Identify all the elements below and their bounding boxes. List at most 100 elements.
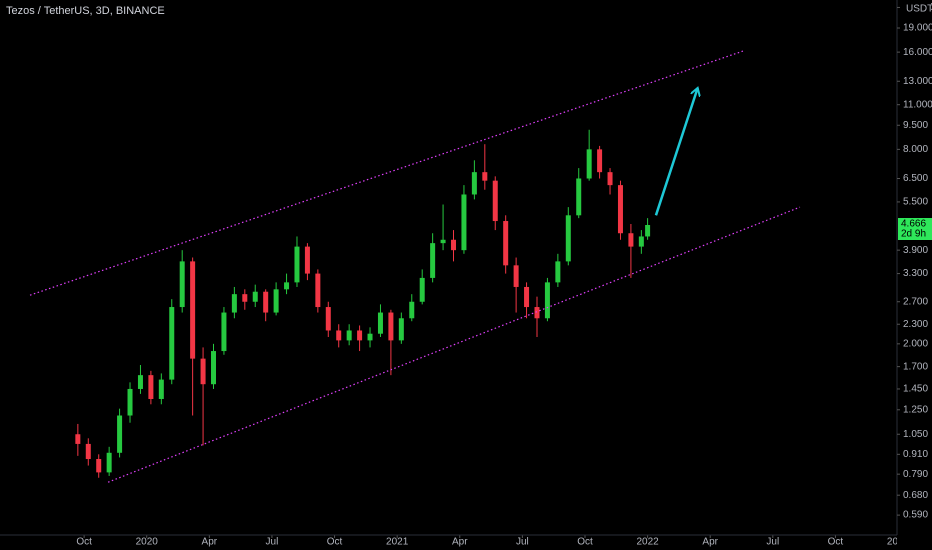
candle-body: [315, 273, 321, 308]
x-tick-label: Oct: [577, 537, 593, 548]
candle-body: [106, 452, 112, 473]
currency-label: USDT: [906, 4, 932, 15]
y-tick-label: 9.500: [903, 120, 928, 131]
candle-body: [179, 261, 185, 308]
x-tick-label: Oct: [76, 537, 92, 548]
candle-body: [617, 185, 623, 234]
chart-title: Tezos / TetherUS, 3D, BINANCE: [6, 5, 165, 17]
y-tick-label: 3.900: [903, 245, 928, 256]
last-price-tag: [898, 218, 932, 241]
candle-body: [645, 225, 651, 237]
candle-body: [388, 312, 394, 341]
candle-body: [471, 172, 477, 195]
candle-body: [346, 330, 352, 341]
candle-body: [398, 318, 404, 341]
y-tick-label: 2.700: [903, 296, 928, 307]
plot-area: [29, 49, 801, 483]
y-tick-label: 2.000: [903, 338, 928, 349]
candle-body: [117, 415, 123, 453]
candle-body: [127, 388, 133, 416]
y-tick-label: 0.790: [903, 469, 928, 480]
x-tick-label: Jul: [766, 537, 779, 548]
candle-body: [200, 358, 206, 385]
price-axis-panel: [897, 0, 932, 550]
x-tick-label: 2021: [386, 537, 409, 548]
y-tick-label: 0.910: [903, 449, 928, 460]
x-tick-label: Oct: [828, 537, 844, 548]
candle-body: [231, 294, 237, 313]
candle-body: [284, 282, 290, 290]
candle-body: [513, 265, 519, 287]
y-tick-label: 6.500: [903, 173, 928, 184]
y-tick-label: 13.000: [903, 76, 932, 87]
x-tick-label: Apr: [452, 537, 468, 548]
candle-body: [524, 286, 530, 308]
y-tick-label: 2.300: [903, 319, 928, 330]
candle-body: [544, 282, 550, 319]
candle-body: [597, 149, 603, 173]
y-tick-label: 5.500: [903, 197, 928, 208]
candle-body: [440, 239, 446, 244]
y-tick-label: 1.700: [903, 361, 928, 372]
y-tick-label: 11.000: [903, 99, 932, 110]
candle-body: [357, 330, 363, 341]
candle-body: [304, 246, 310, 274]
candle-body: [607, 172, 613, 186]
candle-body: [492, 180, 498, 222]
candle-body: [336, 330, 342, 341]
candle-body: [137, 375, 143, 389]
x-tick-label: Apr: [202, 537, 218, 548]
candle-body: [586, 149, 592, 179]
candle-body: [367, 333, 373, 341]
last-price-label: 4.666: [901, 219, 926, 230]
y-tick-label: 0.590: [903, 510, 928, 521]
candle-body: [628, 233, 634, 247]
x-tick-label: Oct: [327, 537, 343, 548]
candle-body: [565, 215, 571, 262]
candle-body: [638, 236, 644, 247]
countdown-label: 2d 9h: [901, 229, 926, 240]
candle-body: [430, 243, 436, 278]
y-tick-label: 3.300: [903, 268, 928, 279]
x-tick-label: Jul: [266, 537, 279, 548]
x-tick-label: Jul: [516, 537, 529, 548]
x-tick-label: 2022: [636, 537, 659, 548]
candle-body: [555, 261, 561, 283]
candle-body: [294, 246, 300, 283]
y-tick-label: 0.680: [903, 490, 928, 501]
currency-box: [901, 2, 931, 15]
x-tick-label: 2020: [136, 537, 159, 548]
candle-body: [169, 307, 175, 380]
candle-body: [419, 277, 425, 302]
candle-body: [221, 312, 227, 352]
candle-body: [576, 178, 582, 216]
candle-body: [242, 294, 248, 302]
candle-body: [503, 221, 509, 266]
candle-body: [461, 194, 467, 251]
y-tick-label: 19.000: [903, 23, 932, 34]
candle-body: [211, 351, 217, 385]
candle-body: [451, 239, 457, 251]
candle-body: [252, 291, 258, 302]
channel-line: [107, 206, 801, 483]
candle-body: [263, 291, 269, 313]
trend-arrow: [654, 88, 698, 216]
candle-body: [85, 443, 91, 460]
y-tick-label: 1.050: [903, 429, 928, 440]
y-tick-label: 1.450: [903, 384, 928, 395]
candle-body: [190, 261, 196, 359]
candle-body: [75, 434, 81, 444]
candle-body: [377, 312, 383, 334]
y-tick-label: 1.250: [903, 404, 928, 415]
candle-body: [96, 459, 102, 473]
candle-body: [273, 289, 279, 313]
y-tick-label: 8.000: [903, 144, 928, 155]
candle-body: [409, 301, 415, 319]
candle-body: [482, 172, 488, 181]
y-tick-label: 16.000: [903, 47, 932, 58]
candle-body: [158, 379, 164, 399]
candle-body: [534, 307, 540, 319]
